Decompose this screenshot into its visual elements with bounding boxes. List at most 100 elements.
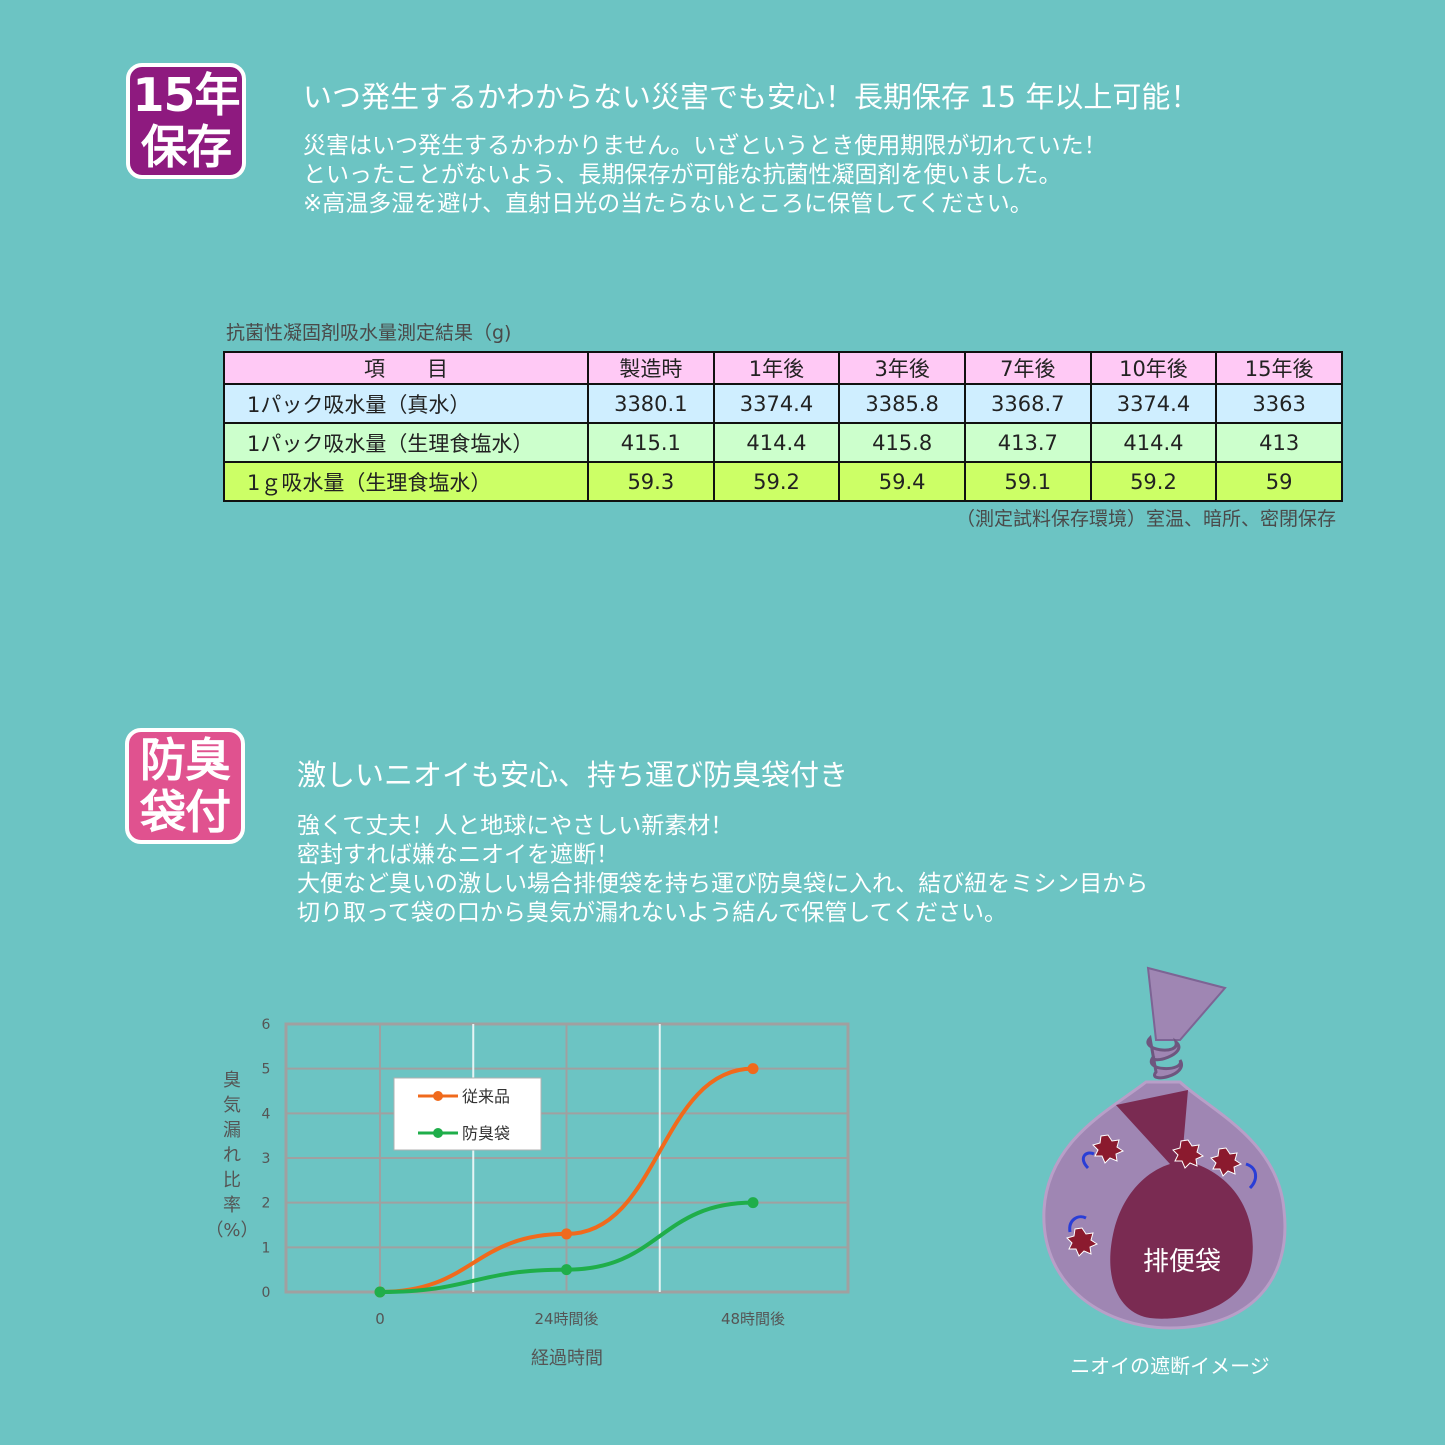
deodorant-line: 密封すれば嫌なニオイを遮断！: [297, 842, 619, 868]
y-tick-label: 2: [262, 1196, 271, 1212]
deodorant-line: 大便など臭いの激しい場合排便袋を持ち運び防臭袋に入れ、結び紐をミシン目から: [297, 871, 1149, 897]
data-point: [747, 1063, 759, 1075]
badge-line-2: 保存: [141, 120, 232, 174]
y-tick-label: 1: [262, 1240, 271, 1256]
table-cell: 3385.8: [838, 383, 966, 424]
arrow-icon: [1081, 1151, 1095, 1170]
table-row: 1ｇ吸水量（生理食塩水） 59.3 59.2 59.4 59.1 59.2 59: [223, 461, 1343, 502]
x-tick-labels: 0 24時間後 48時間後: [375, 1310, 785, 1328]
y-axis-label-char: 臭: [223, 1070, 241, 1091]
table-cell: 414.4: [712, 422, 841, 463]
table-cell: 415.8: [838, 422, 966, 463]
deodorant-line: 切り取って袋の口から臭気が漏れないよう結んで保管してください。: [297, 900, 1008, 926]
x-tick-label: 48時間後: [721, 1310, 785, 1328]
table-header-row: 項 目 製造時 1年後 3年後 7年後 10年後 15年後: [223, 351, 1343, 385]
odor-particles: [1066, 1134, 1243, 1257]
table-cell: 414.4: [1089, 422, 1218, 463]
table-note: （測定試料保存環境）室温、暗所、密閉保存: [955, 508, 1336, 530]
storage-line: ※高温多湿を避け、直射日光の当たらないところに保管してください。: [303, 191, 1033, 217]
badge-line-1: 防臭: [140, 733, 231, 787]
data-point: [561, 1228, 572, 1240]
table-header-cell: 10年後: [1089, 351, 1218, 385]
legend-entry-1: 防臭袋: [462, 1124, 510, 1143]
y-tick-label: 3: [262, 1151, 271, 1167]
table-header-cell: 製造時: [587, 351, 715, 385]
deodorant-bag-badge: 防臭 袋付: [125, 728, 245, 844]
deodorant-description: 強くて丈夫！人と地球にやさしい新素材！ 密封すれば嫌なニオイを遮断！ 大便など臭…: [297, 812, 1148, 928]
y-tick-label: 4: [262, 1106, 271, 1122]
table-header-cell: 7年後: [963, 351, 1092, 385]
table-header-cell: 15年後: [1215, 351, 1343, 385]
table-cell: 413.7: [963, 422, 1092, 463]
bag-top-flap: [1146, 966, 1227, 1041]
y-tick-label: 6: [262, 1017, 271, 1033]
table-row-label: 1パック吸水量（生理食塩水）: [223, 422, 589, 463]
table-row-label: 1パック吸水量（真水）: [223, 383, 589, 424]
odor-particle-icon: [1172, 1139, 1205, 1169]
absorption-table: 項 目 製造時 1年後 3年後 7年後 10年後 15年後 1パック吸水量（真水…: [223, 351, 1343, 502]
data-point: [747, 1197, 759, 1209]
y-axis-label-char: 漏: [223, 1120, 241, 1141]
table-cell: 415.1: [587, 422, 715, 463]
y-axis-label-char: 比: [223, 1170, 241, 1191]
y-tick-labels: 0 1 2 3 4 5 6: [262, 1017, 271, 1301]
table-cell: 3380.1: [587, 383, 715, 424]
arrow-icon: [1068, 1215, 1087, 1233]
series-line-0: [379, 1066, 754, 1294]
arrow-icon: [1245, 1162, 1257, 1190]
data-point: [374, 1286, 386, 1298]
y-tick-label: 0: [262, 1285, 271, 1301]
legend: 従来品 防臭袋: [393, 1077, 542, 1151]
storage-line: といったことがないよう、長期保存が可能な抗菌性凝固剤を使いました。: [303, 162, 1062, 188]
y-axis-label-char: （%）: [205, 1220, 258, 1241]
table-header-cell: 1年後: [712, 351, 841, 385]
storage-heading: いつ発生するかわからない災害でも安心！長期保存 15 年以上可能！: [303, 80, 1200, 114]
table-cell: 59.2: [712, 461, 841, 502]
table-cell: 59: [1215, 461, 1343, 502]
storage-description: 災害はいつ発生するかわかりません。いざというとき使用期限が切れていた！ といった…: [303, 132, 1107, 219]
table-cell: 3363: [1215, 383, 1343, 424]
table-title: 抗菌性凝固剤吸水量測定結果（g): [226, 322, 512, 344]
illustration-caption: ニオイの遮断イメージ: [1070, 1354, 1270, 1378]
inner-bag: [1110, 1090, 1253, 1319]
legend-marker-0: [433, 1091, 443, 1101]
legend-marker-1: [433, 1128, 443, 1138]
inner-bag-label: 排便袋: [1143, 1247, 1221, 1277]
badge-line-1: 15年: [132, 68, 240, 122]
table-row: 1パック吸水量（生理食塩水） 415.1 414.4 415.8 413.7 4…: [223, 422, 1343, 463]
y-axis-label-char: 気: [223, 1095, 241, 1116]
table-cell: 3374.4: [1089, 383, 1218, 424]
x-tick-label: 0: [375, 1310, 385, 1328]
table-row: 1パック吸水量（真水） 3380.1 3374.4 3385.8 3368.7 …: [223, 383, 1343, 424]
odor-block-illustration: 排便袋: [1042, 966, 1287, 1330]
table-row-label: 1ｇ吸水量（生理食塩水）: [223, 461, 589, 502]
x-tick-label: 24時間後: [534, 1310, 598, 1328]
table-cell: 59.3: [587, 461, 715, 502]
table-cell: 59.2: [1089, 461, 1218, 502]
table-header-cell: 項 目: [223, 351, 589, 385]
deodorant-line: 強くて丈夫！人と地球にやさしい新素材！: [297, 813, 734, 839]
storage-line: 災害はいつ発生するかわかりません。いざというとき使用期限が切れていた！: [303, 133, 1107, 159]
x-axis-label: 経過時間: [531, 1348, 603, 1369]
table-cell: 59.1: [963, 461, 1092, 502]
legend-box: [393, 1077, 542, 1151]
odor-particle-icon: [1092, 1134, 1125, 1164]
y-tick-label: 5: [262, 1062, 271, 1078]
badge-line-2: 袋付: [140, 785, 231, 839]
deodorant-heading: 激しいニオイも安心、持ち運び防臭袋付き: [297, 758, 849, 792]
storage-badge: 15年 保存: [126, 63, 246, 179]
table-header-cell: 3年後: [838, 351, 966, 385]
bag-knot: [1146, 1034, 1183, 1080]
table-cell: 413: [1215, 422, 1343, 463]
data-point: [561, 1264, 572, 1276]
table-cell: 3368.7: [963, 383, 1092, 424]
odor-particle-icon: [1210, 1147, 1243, 1177]
legend-entry-0: 従来品: [462, 1087, 510, 1106]
table-cell: 3374.4: [712, 383, 841, 424]
y-axis-label-char: 率: [223, 1195, 241, 1216]
series-lines: [374, 1063, 759, 1298]
table-cell: 59.4: [838, 461, 966, 502]
odor-particle-icon: [1066, 1227, 1099, 1257]
